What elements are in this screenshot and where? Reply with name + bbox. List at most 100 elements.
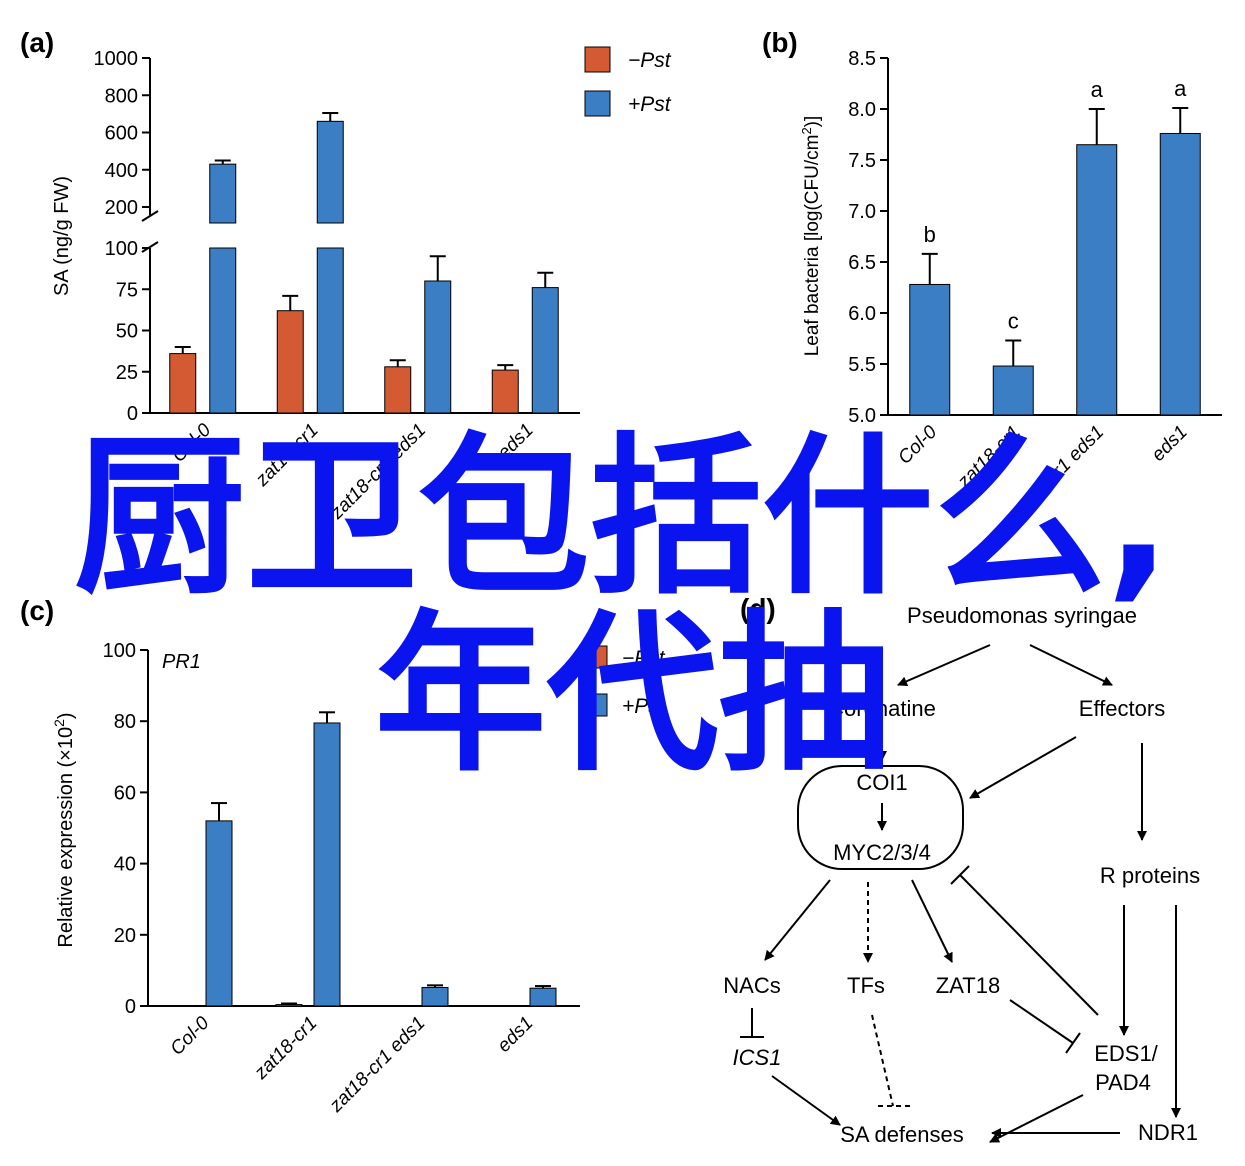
bar-zat18-cr1 — [992, 365, 1034, 416]
edge-zat18-inhibits-eds1 — [1009, 999, 1074, 1044]
y-tick-label: 0 — [127, 403, 138, 425]
node-myc: MYC2/3/4 — [833, 840, 931, 865]
y-tick-label: 6.0 — [848, 303, 876, 325]
node-sa-defenses: SA defenses — [840, 1122, 964, 1147]
y-tick-label: 5.0 — [848, 405, 876, 427]
bar-plus-pst-zat18-cr1 — [313, 722, 341, 1007]
legend-label-minus-pst: −Pst — [622, 647, 666, 670]
significance-letter-zat18-cr1-eds1: a — [1091, 77, 1104, 102]
y-tick-label: 25 — [116, 362, 138, 384]
y-tick-label: 80 — [114, 711, 136, 733]
bar-minus-pst-col-0 — [169, 353, 197, 414]
node-tfs: TFs — [847, 973, 885, 998]
y-tick-label: 600 — [105, 123, 138, 145]
bar-col-0 — [909, 283, 951, 416]
y-tick-label: 100 — [105, 238, 138, 260]
edge-eds1-inhibits-myc-bar — [950, 865, 970, 885]
node-ics1: ICS1 — [733, 1045, 782, 1070]
node-nacs: NACs — [723, 973, 780, 998]
bar-plus-pst-eds1 — [531, 287, 559, 414]
y-tick-label: 75 — [116, 279, 138, 301]
panel-c-ylabel: Relative expression (×102) — [51, 712, 77, 947]
panel-b-ylabel: Leaf bacteria [log(CFU/cm2)] — [799, 116, 824, 357]
y-tick-label: 800 — [105, 85, 138, 107]
node-zat18: ZAT18 — [936, 973, 1000, 998]
node-r-proteins: R proteins — [1100, 863, 1200, 888]
panel-b-label: (b) — [762, 27, 798, 58]
edge-eds1-inhibits-myc — [959, 874, 1099, 1016]
bar-plus-pst-eds1 — [529, 987, 557, 1007]
y-tick-label: 8.5 — [848, 48, 876, 70]
edge-zat18-inhibits-eds1-bar — [1065, 1032, 1081, 1054]
x-tick-label-col-0: Col-0 — [894, 421, 941, 468]
significance-letter-col-0: b — [924, 222, 936, 247]
node-pseudomonas: Pseudomonas syringae — [907, 603, 1137, 628]
legend-label-minus-pst: −Pst — [628, 49, 672, 72]
x-tick-label-zat18-cr1: zat18-cr1 — [250, 1013, 322, 1085]
y-tick-label: 5.5 — [848, 354, 876, 376]
panel-d: (d) Pseudomonas syringae Coronatine Effe… — [723, 593, 1200, 1147]
y-tick-label: 7.0 — [848, 201, 876, 223]
significance-letter-eds1: a — [1174, 76, 1187, 101]
y-tick-label: 50 — [116, 321, 138, 343]
diagram-edges — [740, 644, 1181, 1143]
panel-a-label: (a) — [20, 27, 54, 58]
edge-pst-coronatine — [897, 644, 991, 686]
panel-c: (c) PR1 Relative expression (×102) 0 20 40… — [20, 595, 666, 1117]
panel-a: (a) SA (ng/g FW) 0 25 50 75 100 200 400 600 800 1… — [20, 27, 672, 524]
bar-plus-pst-zat18-cr1-upper — [316, 120, 344, 224]
bar-plus-pst-zat18-cr1-eds1 — [424, 280, 452, 414]
x-tick-label-col-0: Col-0 — [167, 1012, 214, 1059]
x-tick-label-zat18-cr1: zat18-cr1 — [953, 422, 1025, 494]
y-tick-label: 6.5 — [848, 252, 876, 274]
legend-swatch-plus-pst — [584, 90, 611, 117]
x-tick-label-zat18-cr1-eds1: zat18-cr1 eds1 — [326, 420, 430, 524]
bar-plus-pst-col-0 — [205, 820, 233, 1007]
legend-label-plus-pst: +Pst — [622, 695, 666, 718]
y-tick-label: 1000 — [94, 48, 139, 70]
node-coi1: COI1 — [856, 770, 907, 795]
y-tick-label: 60 — [114, 782, 136, 804]
node-pad4: PAD4 — [1095, 1070, 1151, 1095]
x-tick-label-eds1: eds1 — [494, 420, 538, 464]
y-tick-label: 200 — [105, 197, 138, 219]
edge-myc-nacs — [764, 879, 831, 961]
bar-plus-pst-zat18-cr1-eds1 — [421, 986, 449, 1007]
legend-label-plus-pst: +Pst — [628, 93, 672, 116]
panel-c-legend: −Pst +Pst — [584, 645, 666, 718]
node-ndr1: NDR1 — [1138, 1120, 1198, 1145]
y-tick-label: 400 — [105, 160, 138, 182]
node-coronatine: Coronatine — [828, 696, 936, 721]
x-tick-label-eds1: eds1 — [1148, 422, 1192, 466]
legend-swatch-minus-pst — [584, 645, 608, 669]
bar-zat18-cr1-eds1 — [1076, 144, 1118, 416]
y-tick-label: 100 — [103, 640, 136, 662]
y-tick-label: 40 — [114, 854, 136, 876]
y-tick-label: 7.5 — [848, 150, 876, 172]
legend-swatch-minus-pst — [584, 46, 611, 73]
bar-minus-pst-zat18-cr1-eds1 — [384, 366, 412, 414]
edge-eds1-sa — [989, 1094, 1084, 1143]
panel-a-legend: −Pst +Pst — [584, 46, 672, 117]
bar-eds1 — [1159, 132, 1201, 416]
panel-d-label: (d) — [740, 593, 776, 624]
x-tick-label-col-0: Col-0 — [168, 419, 215, 466]
edge-effectors-coi1 — [969, 736, 1077, 799]
coi1-complex-box — [797, 765, 964, 870]
bar-plus-pst-col-0-lower — [209, 247, 237, 414]
node-eds1: EDS1/ — [1094, 1041, 1158, 1066]
bar-minus-pst-zat18-cr1 — [275, 1004, 303, 1007]
x-tick-label-eds1: eds1 — [494, 1013, 538, 1057]
node-effectors: Effectors — [1079, 696, 1165, 721]
edge-pst-effectors — [1029, 644, 1113, 686]
panel-a-axis-break — [141, 210, 159, 222]
edge-tfs-inhibits-sa — [871, 1014, 894, 1107]
significance-letter-zat18-cr1: c — [1008, 309, 1019, 334]
x-tick-label-zat18-cr1: zat18-cr1 — [251, 420, 323, 492]
bar-minus-pst-eds1 — [491, 369, 519, 414]
bar-plus-pst-col-0-upper — [209, 163, 237, 224]
y-tick-label: 0 — [125, 996, 136, 1018]
edge-myc-zat18 — [911, 879, 953, 963]
panel-c-title: PR1 — [162, 651, 201, 673]
